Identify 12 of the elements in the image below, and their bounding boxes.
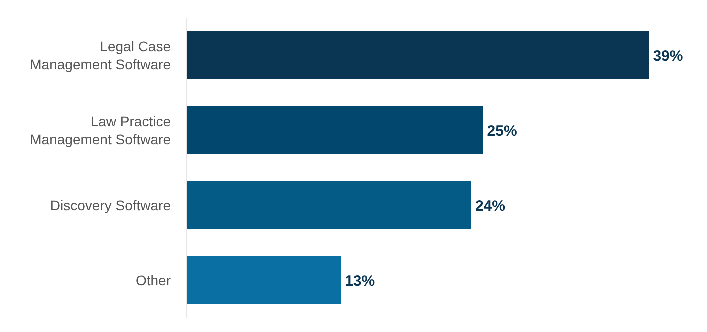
y-tick-label: Other [136, 272, 172, 288]
y-tick-label: Discovery Software [50, 198, 172, 214]
bar [187, 106, 484, 154]
data-label: 25% [487, 122, 518, 140]
data-label: 24% [475, 198, 506, 215]
data-label: 39% [653, 48, 684, 65]
y-tick-label: Legal Case Management Software [30, 38, 172, 72]
y-tick-label: Law Practice Management Software [30, 114, 172, 148]
bar [187, 182, 472, 230]
bar [187, 256, 342, 304]
bar [187, 32, 650, 80]
data-label: 13% [345, 272, 376, 290]
